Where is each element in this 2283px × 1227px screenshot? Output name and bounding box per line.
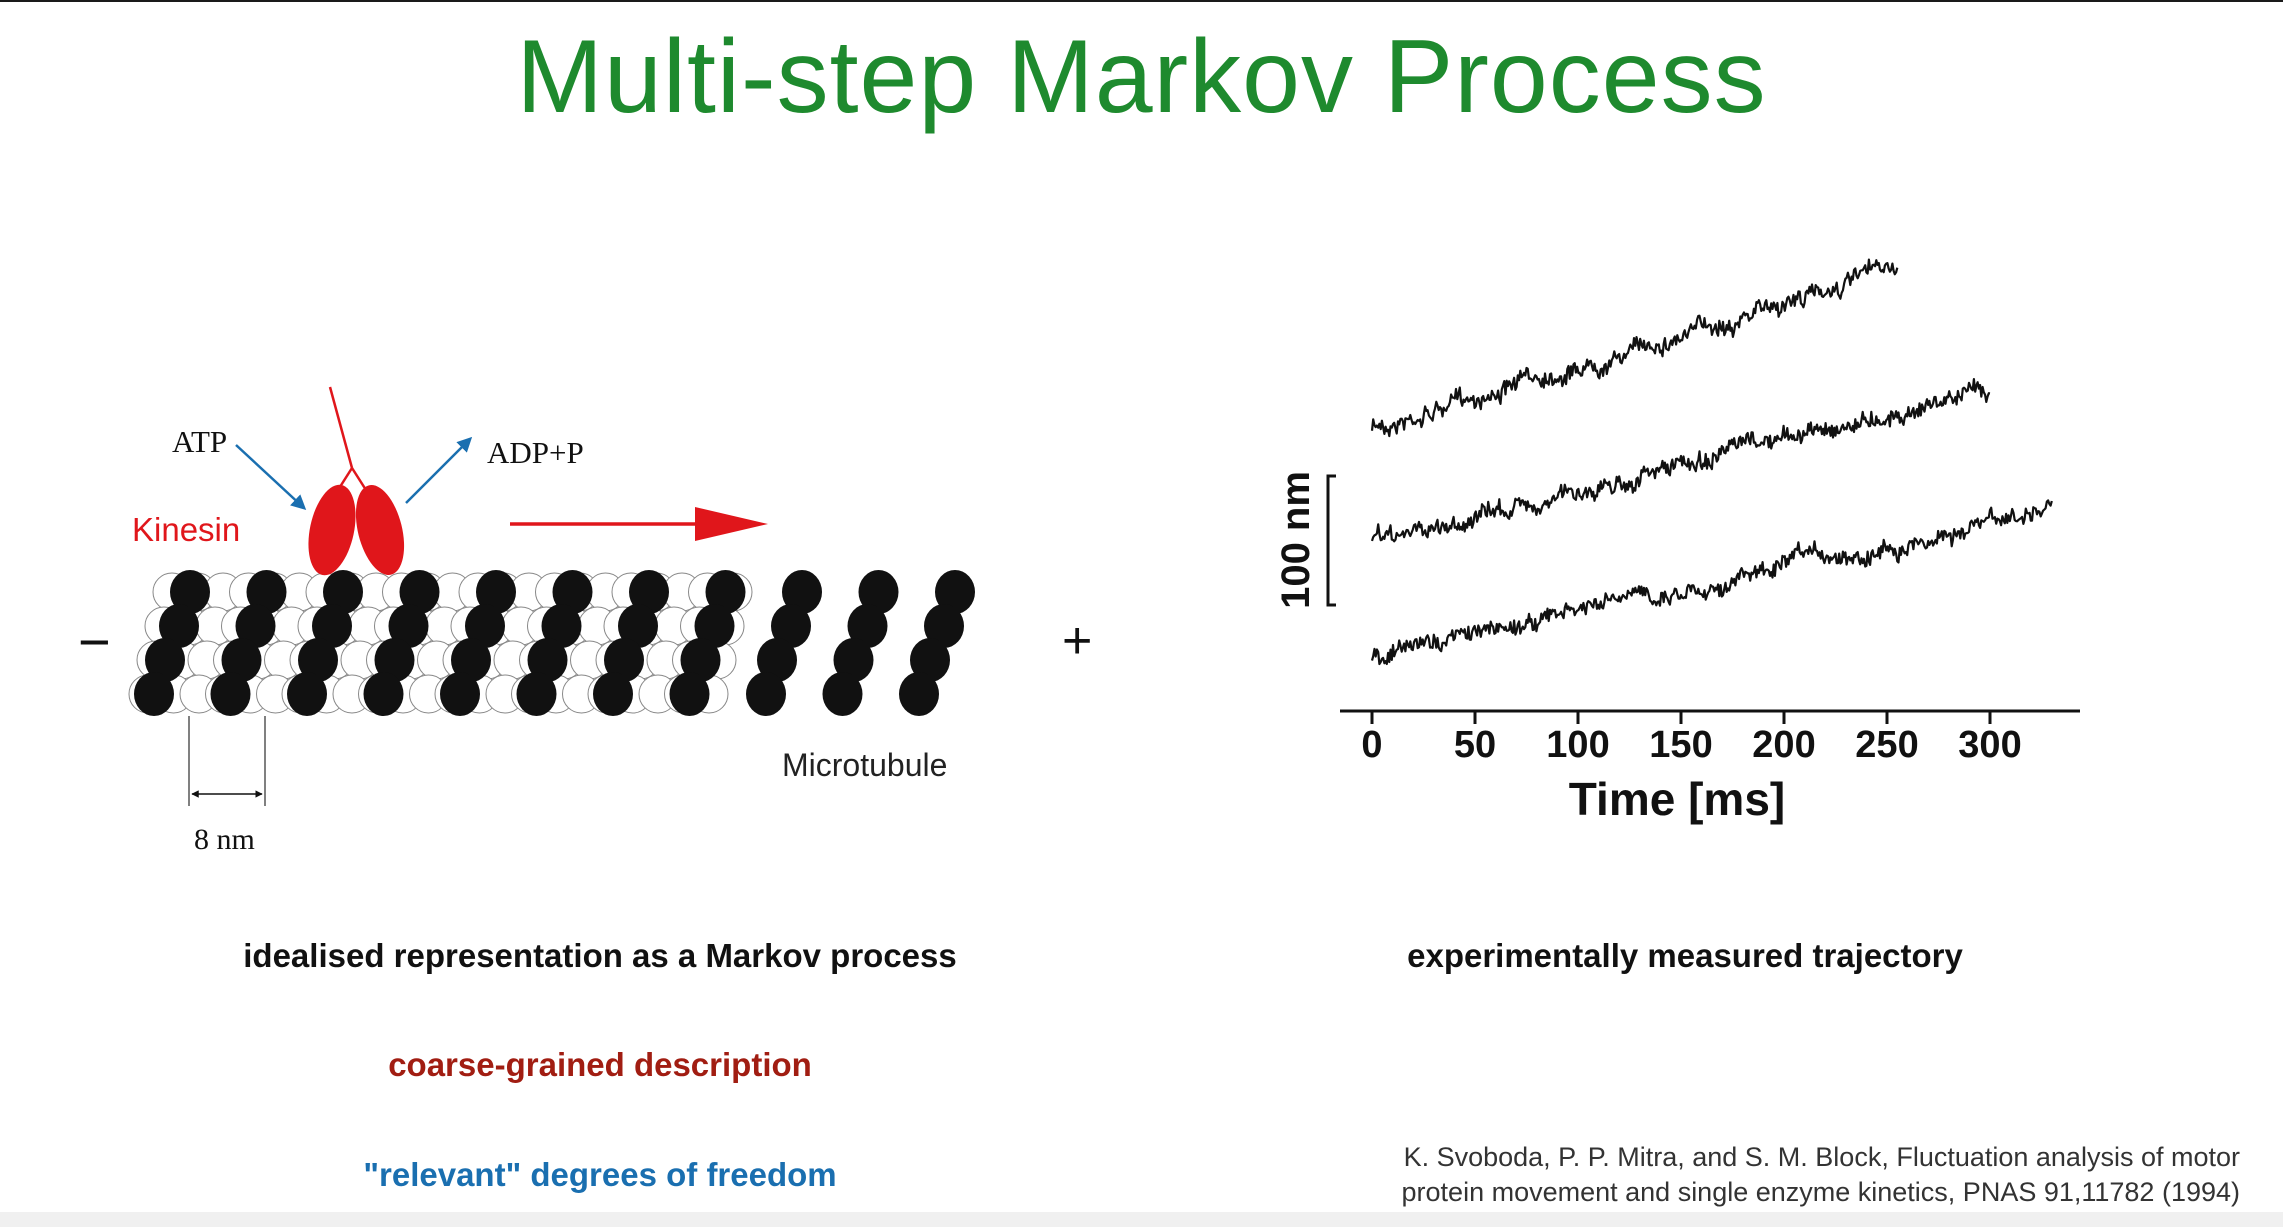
- tubulin-dark: [910, 638, 950, 682]
- tubulin-dark: [746, 672, 786, 716]
- tubulin-dark: [440, 672, 480, 716]
- tubulin-dark: [771, 604, 811, 648]
- tubulin-dark: [847, 604, 888, 648]
- x-tick-label: 250: [1855, 724, 1918, 766]
- tubulin-dark: [476, 570, 516, 614]
- tubulin-dark: [552, 570, 593, 614]
- tubulin-dark: [287, 672, 327, 716]
- tubulin-dark: [323, 570, 363, 614]
- tubulin-dark: [705, 570, 746, 614]
- adp-label: ADP+P: [487, 435, 584, 470]
- tubulin-dark: [782, 570, 822, 614]
- tubulin-dark: [629, 570, 669, 614]
- adp-arrow: [405, 436, 473, 504]
- tubulin-dark: [399, 570, 440, 614]
- x-tick-label: 50: [1454, 724, 1496, 766]
- trajectory-trace-2: [1370, 378, 1991, 543]
- x-tick-label: 0: [1361, 724, 1382, 766]
- tubulin-dark: [159, 604, 199, 648]
- reference-citation: K. Svoboda, P. P. Mitra, and S. M. Block…: [1280, 1140, 2240, 1210]
- tubulin-dark: [451, 638, 491, 682]
- atp-label: ATP: [172, 424, 227, 459]
- bottom-bar: [0, 1212, 2283, 1227]
- tubulin-dark: [680, 638, 721, 682]
- reference-line-1: K. Svoboda, P. P. Mitra, and S. M. Block…: [1403, 1142, 2240, 1172]
- plus-end-label: +: [1062, 612, 1092, 670]
- tubulin-dark: [924, 604, 964, 648]
- tubulin-dark: [363, 672, 404, 716]
- tubulin-dark: [618, 604, 658, 648]
- tubulin-dark: [669, 672, 710, 716]
- step-size-marker: [188, 716, 266, 806]
- microtubule-label: Microtubule: [782, 747, 947, 783]
- x-axis-label: Time [ms]: [1569, 773, 1785, 825]
- tubulin-dark: [221, 638, 262, 682]
- step-size-label: 8 nm: [194, 823, 255, 856]
- scale-bar-label: 100 nm: [1274, 471, 1318, 609]
- atp-arrow: [235, 444, 307, 511]
- tubulin-dark: [374, 638, 415, 682]
- microtubule: [128, 570, 975, 716]
- tubulin-dark: [312, 604, 352, 648]
- tubulin-dark: [210, 672, 251, 716]
- trajectory-trace-3: [1370, 499, 2053, 666]
- tubulin-dark: [899, 672, 939, 716]
- x-tick-label: 150: [1649, 724, 1712, 766]
- direction-arrow: [510, 507, 768, 541]
- x-tick-label: 100: [1546, 724, 1609, 766]
- trajectory-plot: 0 50 100 150 200 250 300 Time [ms] 100 nm: [1274, 258, 2080, 825]
- coarse-grained-label: coarse-grained description: [388, 1046, 812, 1083]
- tubulin-dark: [235, 604, 276, 648]
- tubulin-dark: [388, 604, 429, 648]
- tubulin-dark: [694, 604, 735, 648]
- kinesin-label: Kinesin: [132, 511, 240, 548]
- tubulin-dark: [858, 570, 899, 614]
- minus-end-label: −: [78, 610, 111, 673]
- tubulin-dark: [170, 570, 210, 614]
- relevant-dof-label: "relevant" degrees of freedom: [363, 1156, 837, 1193]
- top-border: [0, 0, 2283, 2]
- tubulin-dark: [604, 638, 644, 682]
- tubulin-dark: [757, 638, 797, 682]
- tubulin-dark: [935, 570, 975, 614]
- x-tick-label: 300: [1958, 724, 2021, 766]
- trajectory-trace-1: [1370, 258, 1899, 438]
- tubulin-dark: [527, 638, 568, 682]
- tubulin-dark: [246, 570, 287, 614]
- tubulin-dark: [833, 638, 874, 682]
- reference-line-2: protein movement and single enzyme kinet…: [1401, 1177, 2240, 1207]
- kinesin-diagram: ATP ADP+P Kinesin − + Microtubule 8 nm: [78, 386, 1092, 856]
- tubulin-dark: [516, 672, 557, 716]
- caption-markov: idealised representation as a Markov pro…: [243, 937, 957, 974]
- scale-bar: [1326, 474, 1336, 607]
- tubulin-dark: [593, 672, 633, 716]
- tubulin-dark: [145, 638, 185, 682]
- tubulin-dark: [134, 672, 174, 716]
- x-tick-label: 200: [1752, 724, 1815, 766]
- tubulin-dark: [298, 638, 338, 682]
- caption-trajectory: experimentally measured trajectory: [1407, 937, 1963, 974]
- kinesin-motor: [308, 386, 405, 576]
- tubulin-dark: [822, 672, 863, 716]
- tubulin-dark: [541, 604, 582, 648]
- slide-title: Multi-step Markov Process: [516, 19, 1767, 135]
- tubulin-dark: [465, 604, 505, 648]
